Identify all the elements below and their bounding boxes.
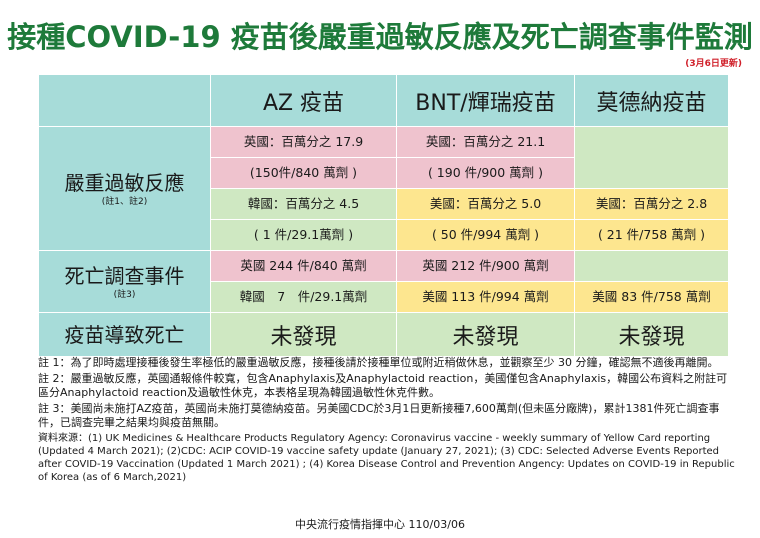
- cell-bnt-allergy-us-count: ( 50 件/994 萬劑 ): [396, 219, 575, 251]
- cell-moderna-death-us: 美國 83 件/758 萬劑: [574, 281, 729, 313]
- page-title: 接種COVID-19 疫苗後嚴重過敏反應及死亡調查事件監測: [7, 20, 753, 54]
- row-header-death: 死亡調查事件 (註3): [38, 250, 211, 313]
- notes-section: 註 1：為了即時處理接種後發生率極低的嚴重過敏反應，接種後請於接種單位或附近稍做…: [38, 356, 738, 486]
- updated-date: (3月6日更新): [685, 59, 742, 69]
- cell-bnt-death-us: 美國 113 件/994 萬劑: [396, 281, 575, 313]
- header-corner: [38, 74, 211, 127]
- surveillance-table: AZ 疫苗 BNT/輝瑞疫苗 莫德納疫苗 嚴重過敏反應 (註1、註2) 英國：百…: [38, 74, 729, 357]
- cell-az-allergy-uk-count: (150件/840 萬劑 ): [210, 157, 397, 189]
- note-2: 註 2：嚴重過敏反應，英國通報條件較寬，包含Anaphylaxis及Anaphy…: [38, 372, 728, 399]
- cell-bnt-caused: 未發現: [396, 312, 575, 357]
- cell-az-allergy-kr: 韓國：百萬分之 4.5: [210, 188, 397, 220]
- cell-bnt-allergy-uk: 英國：百萬分之 21.1: [396, 126, 575, 158]
- cell-az-caused: 未發現: [210, 312, 397, 357]
- col-header-az: AZ 疫苗: [210, 74, 397, 127]
- col-header-moderna: 莫德納疫苗: [574, 74, 729, 127]
- cell-az-death-kr: 韓國 7 件/29.1萬劑: [210, 281, 397, 313]
- cell-moderna-allergy-us-count: ( 21 件/758 萬劑 ): [574, 219, 729, 251]
- footer-credit: 中央流行疫情指揮中心 110/03/06: [295, 518, 465, 531]
- cell-moderna-allergy-us: 美國：百萬分之 2.8: [574, 188, 729, 220]
- note-3: 註 3：美國尚未施打AZ疫苗，英國尚未施打莫德納疫苗。另美國CDC於3月1日更新…: [38, 402, 720, 429]
- cell-bnt-allergy-uk-count: ( 190 件/900 萬劑 ): [396, 157, 575, 189]
- note-1: 註 1：為了即時處理接種後發生率極低的嚴重過敏反應，接種後請於接種單位或附近稍做…: [38, 356, 719, 369]
- death-note: (註3): [113, 289, 136, 300]
- col-header-bnt: BNT/輝瑞疫苗: [396, 74, 575, 127]
- cell-az-death-uk: 英國 244 件/840 萬劑: [210, 250, 397, 282]
- allergy-label: 嚴重過敏反應: [64, 170, 185, 195]
- cell-bnt-death-uk: 英國 212 件/900 萬劑: [396, 250, 575, 282]
- death-label: 死亡調查事件: [64, 263, 185, 288]
- cell-moderna-caused: 未發現: [574, 312, 729, 357]
- cell-moderna-death-empty: [574, 250, 729, 282]
- allergy-note: (註1、註2): [101, 196, 148, 207]
- row-header-caused: 疫苗導致死亡: [38, 312, 211, 357]
- cell-bnt-allergy-us: 美國：百萬分之 5.0: [396, 188, 575, 220]
- row-header-allergy: 嚴重過敏反應 (註1、註2): [38, 126, 211, 251]
- sources-text: 資料來源：(1) UK Medicines & Healthcare Produ…: [38, 433, 735, 483]
- cell-moderna-allergy-empty: [574, 126, 729, 189]
- cell-az-allergy-kr-count: ( 1 件/29.1萬劑 ): [210, 219, 397, 251]
- cell-az-allergy-uk: 英國：百萬分之 17.9: [210, 126, 397, 158]
